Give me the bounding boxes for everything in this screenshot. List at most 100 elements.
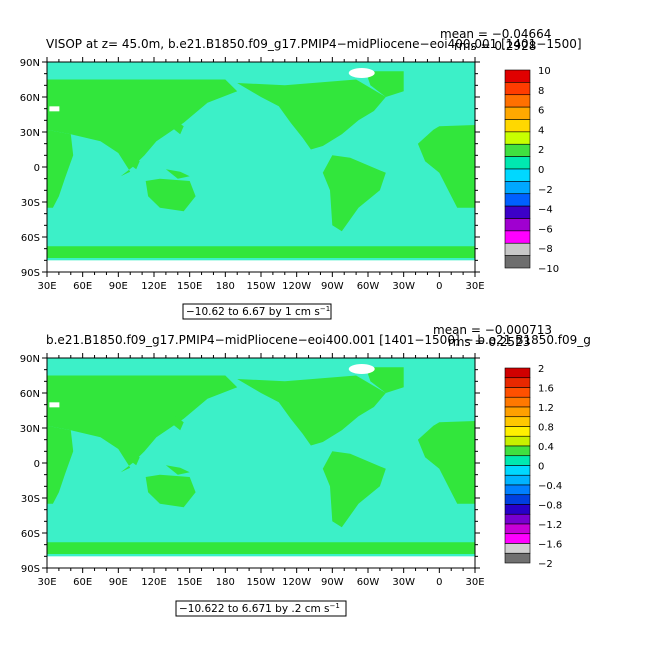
x-tick-label: 60W (357, 577, 380, 588)
y-tick-label: 30N (20, 424, 40, 435)
x-tick-label: 30E (465, 577, 484, 588)
x-tick-label: 120E (141, 577, 166, 588)
colorbar-swatch (504, 119, 531, 133)
colorbar-label: 10 (538, 66, 551, 77)
colorbar-label: −0.4 (538, 481, 562, 492)
missing-data-patch (49, 402, 60, 408)
land-mass (417, 421, 475, 504)
land-mass (47, 129, 74, 208)
land-mass (47, 79, 238, 177)
colorbar-swatch (504, 230, 531, 244)
x-tick-label: 90W (321, 281, 344, 292)
colorbar-label: 1.6 (538, 384, 554, 395)
colorbar-swatch (504, 367, 531, 379)
panel-top: VISOP at z= 45.0m, b.e21.B1850.f09_g17.P… (20, 27, 582, 320)
colorbar-swatch (504, 435, 531, 447)
missing-data-band (47, 260, 475, 272)
land-mass (145, 474, 196, 508)
colorbar-swatch (504, 455, 531, 466)
colorbar-swatch (504, 513, 531, 525)
colorbar-label: −6 (538, 224, 553, 235)
land-island (165, 169, 190, 179)
colorbar-swatch (504, 484, 531, 496)
y-tick-label: 90S (21, 268, 40, 279)
colorbar-swatch (504, 396, 531, 408)
axes: 30E 60E 90E 120E 150E 180 150W 120W 90W 60W 30W 0 30… (20, 57, 485, 292)
colorbar-swatch (504, 82, 531, 96)
colorbar-swatch (504, 69, 531, 83)
colorbar-swatch (504, 156, 531, 170)
land-island (130, 157, 140, 170)
colorbar-swatch (504, 242, 531, 256)
colorbar-swatch (504, 255, 531, 269)
y-tick-label: 60S (21, 529, 40, 540)
colorbar-swatch (504, 106, 531, 120)
colorbar-swatch (504, 465, 531, 476)
y-tick-label: 30N (20, 128, 40, 139)
x-tick-label: 60W (357, 281, 380, 292)
land-mass (145, 178, 196, 212)
stat-rms: rms = 0.2523 (448, 335, 530, 349)
land-mass (237, 79, 386, 150)
colorbar-label: −8 (538, 244, 553, 255)
land-island (130, 453, 140, 466)
land-island (173, 120, 184, 135)
colorbar-swatch (504, 218, 531, 232)
colorbar-label: 0.8 (538, 423, 554, 434)
colorbar-swatch (504, 494, 531, 505)
y-tick-label: 30S (21, 198, 40, 209)
colorbar-label: 8 (538, 86, 544, 97)
y-tick-label: 60N (20, 389, 40, 400)
x-tick-label: 90W (321, 577, 344, 588)
x-tick-label: 120W (282, 281, 311, 292)
map-area (47, 62, 475, 272)
missing-data-patch (49, 106, 60, 112)
land-island (165, 465, 190, 475)
colorbar-swatch (504, 143, 531, 157)
colorbar: 10 8 6 4 2 0 −2 −4 −6 −8 −10 (504, 66, 559, 275)
colorbar-swatch (504, 543, 531, 554)
land-mass (47, 425, 74, 504)
colorbar-swatch (504, 426, 531, 437)
x-tick-label: 120E (141, 281, 166, 292)
colorbar-label: −1.2 (538, 520, 562, 531)
x-tick-label: 120W (282, 577, 311, 588)
y-tick-label: 90N (20, 58, 40, 69)
x-tick-label: 90E (109, 577, 128, 588)
colorbar-swatch (504, 131, 531, 145)
y-tick-label: 60N (20, 93, 40, 104)
land-mass (417, 125, 475, 208)
land-mass (47, 375, 238, 473)
axes: 30E 60E 90E 120E 150E 180 150W 120W 90W 60W 30W 0 30… (20, 353, 485, 588)
colorbar-swatch (504, 552, 531, 564)
y-tick-label: 30S (21, 494, 40, 505)
panel-bottom: b.e21.B1850.f09_g17.PMIP4−midPliocene−eo… (20, 323, 591, 617)
y-tick-label: 0 (34, 163, 40, 174)
land-mass (322, 155, 386, 232)
colorbar-label: −10 (538, 264, 559, 275)
colorbar-swatch (504, 533, 531, 544)
colorbar-swatch (504, 445, 531, 457)
range-label: −10.622 to 6.671 by .2 cm s−1 (179, 602, 340, 615)
x-tick-label: 30E (465, 281, 484, 292)
range-label: −10.62 to 6.67 by 1 cm s−1 (186, 305, 330, 318)
x-tick-label: 30E (37, 281, 56, 292)
colorbar-label: −4 (538, 205, 553, 216)
x-tick-label: 30E (37, 577, 56, 588)
colorbar-swatch (504, 181, 531, 195)
colorbar-swatch (504, 94, 531, 108)
y-tick-label: 60S (21, 233, 40, 244)
range-box: −10.62 to 6.67 by 1 cm s−1 (182, 303, 332, 320)
colorbar-label: −0.8 (538, 501, 562, 512)
x-tick-label: 0 (436, 281, 442, 292)
land-island (173, 416, 184, 431)
x-tick-label: 150E (177, 281, 202, 292)
x-tick-label: 60E (73, 281, 92, 292)
missing-data-arctic (348, 364, 375, 374)
y-tick-label: 0 (34, 459, 40, 470)
colorbar-label: −1.6 (538, 540, 562, 551)
x-tick-label: 0 (436, 577, 442, 588)
colorbar-label: 0.4 (538, 442, 554, 453)
land-mass (322, 451, 386, 528)
